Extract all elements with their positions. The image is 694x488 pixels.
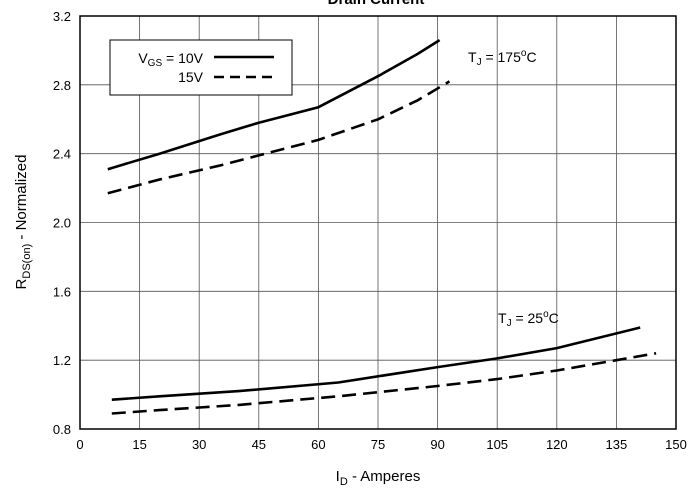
- series-line-tj175-15v: [107, 80, 451, 195]
- tick-labels: 0 15 30 45 60 75 90 105 120 135 150 0.8 1.2 1.6 2.0 2.4…: [53, 9, 687, 452]
- y-tick-label: 2.8: [53, 78, 71, 93]
- x-tick-label: 75: [371, 437, 385, 452]
- x-axis-title: ID - Amperes: [336, 468, 421, 488]
- y-tick-label: 0.8: [53, 422, 71, 437]
- x-tick-label: 135: [606, 437, 628, 452]
- y-tick-label: 2.4: [53, 147, 71, 162]
- series-line-tj25-15v: [111, 352, 657, 415]
- y-tick-label: 1.6: [53, 284, 71, 299]
- legend-label-10v: VGS = 10V: [138, 50, 203, 69]
- x-tick-label: 45: [252, 437, 266, 452]
- chart-title: Drain Current: [328, 0, 425, 8]
- y-tick-label: 3.2: [53, 9, 71, 24]
- legend-label-15v: 15V: [178, 69, 204, 85]
- x-tick-label: 150: [665, 437, 687, 452]
- legend-box: [109, 39, 293, 96]
- y-tick-label: 1.2: [53, 353, 71, 368]
- y-axis-title: RDS(on) - Normalized: [13, 155, 33, 290]
- x-tick-label: 15: [132, 437, 146, 452]
- series-line-tj25-10v: [111, 326, 641, 401]
- y-tick-label: 2.0: [53, 216, 71, 231]
- annotation-tj-25: TJ = 25oC: [498, 309, 559, 329]
- series-line-tj175-10v: [107, 39, 441, 171]
- x-tick-label: 120: [546, 437, 568, 452]
- legend: VGS = 10V 15V: [109, 39, 293, 96]
- x-tick-label: 105: [486, 437, 508, 452]
- x-tick-label: 60: [311, 437, 325, 452]
- series-layer: [107, 39, 657, 415]
- plot-frame: [79, 15, 677, 430]
- x-tick-label: 30: [192, 437, 206, 452]
- x-tick-label: 0: [76, 437, 83, 452]
- x-tick-label: 90: [430, 437, 444, 452]
- annotation-tj-175: TJ = 175oC: [468, 48, 537, 68]
